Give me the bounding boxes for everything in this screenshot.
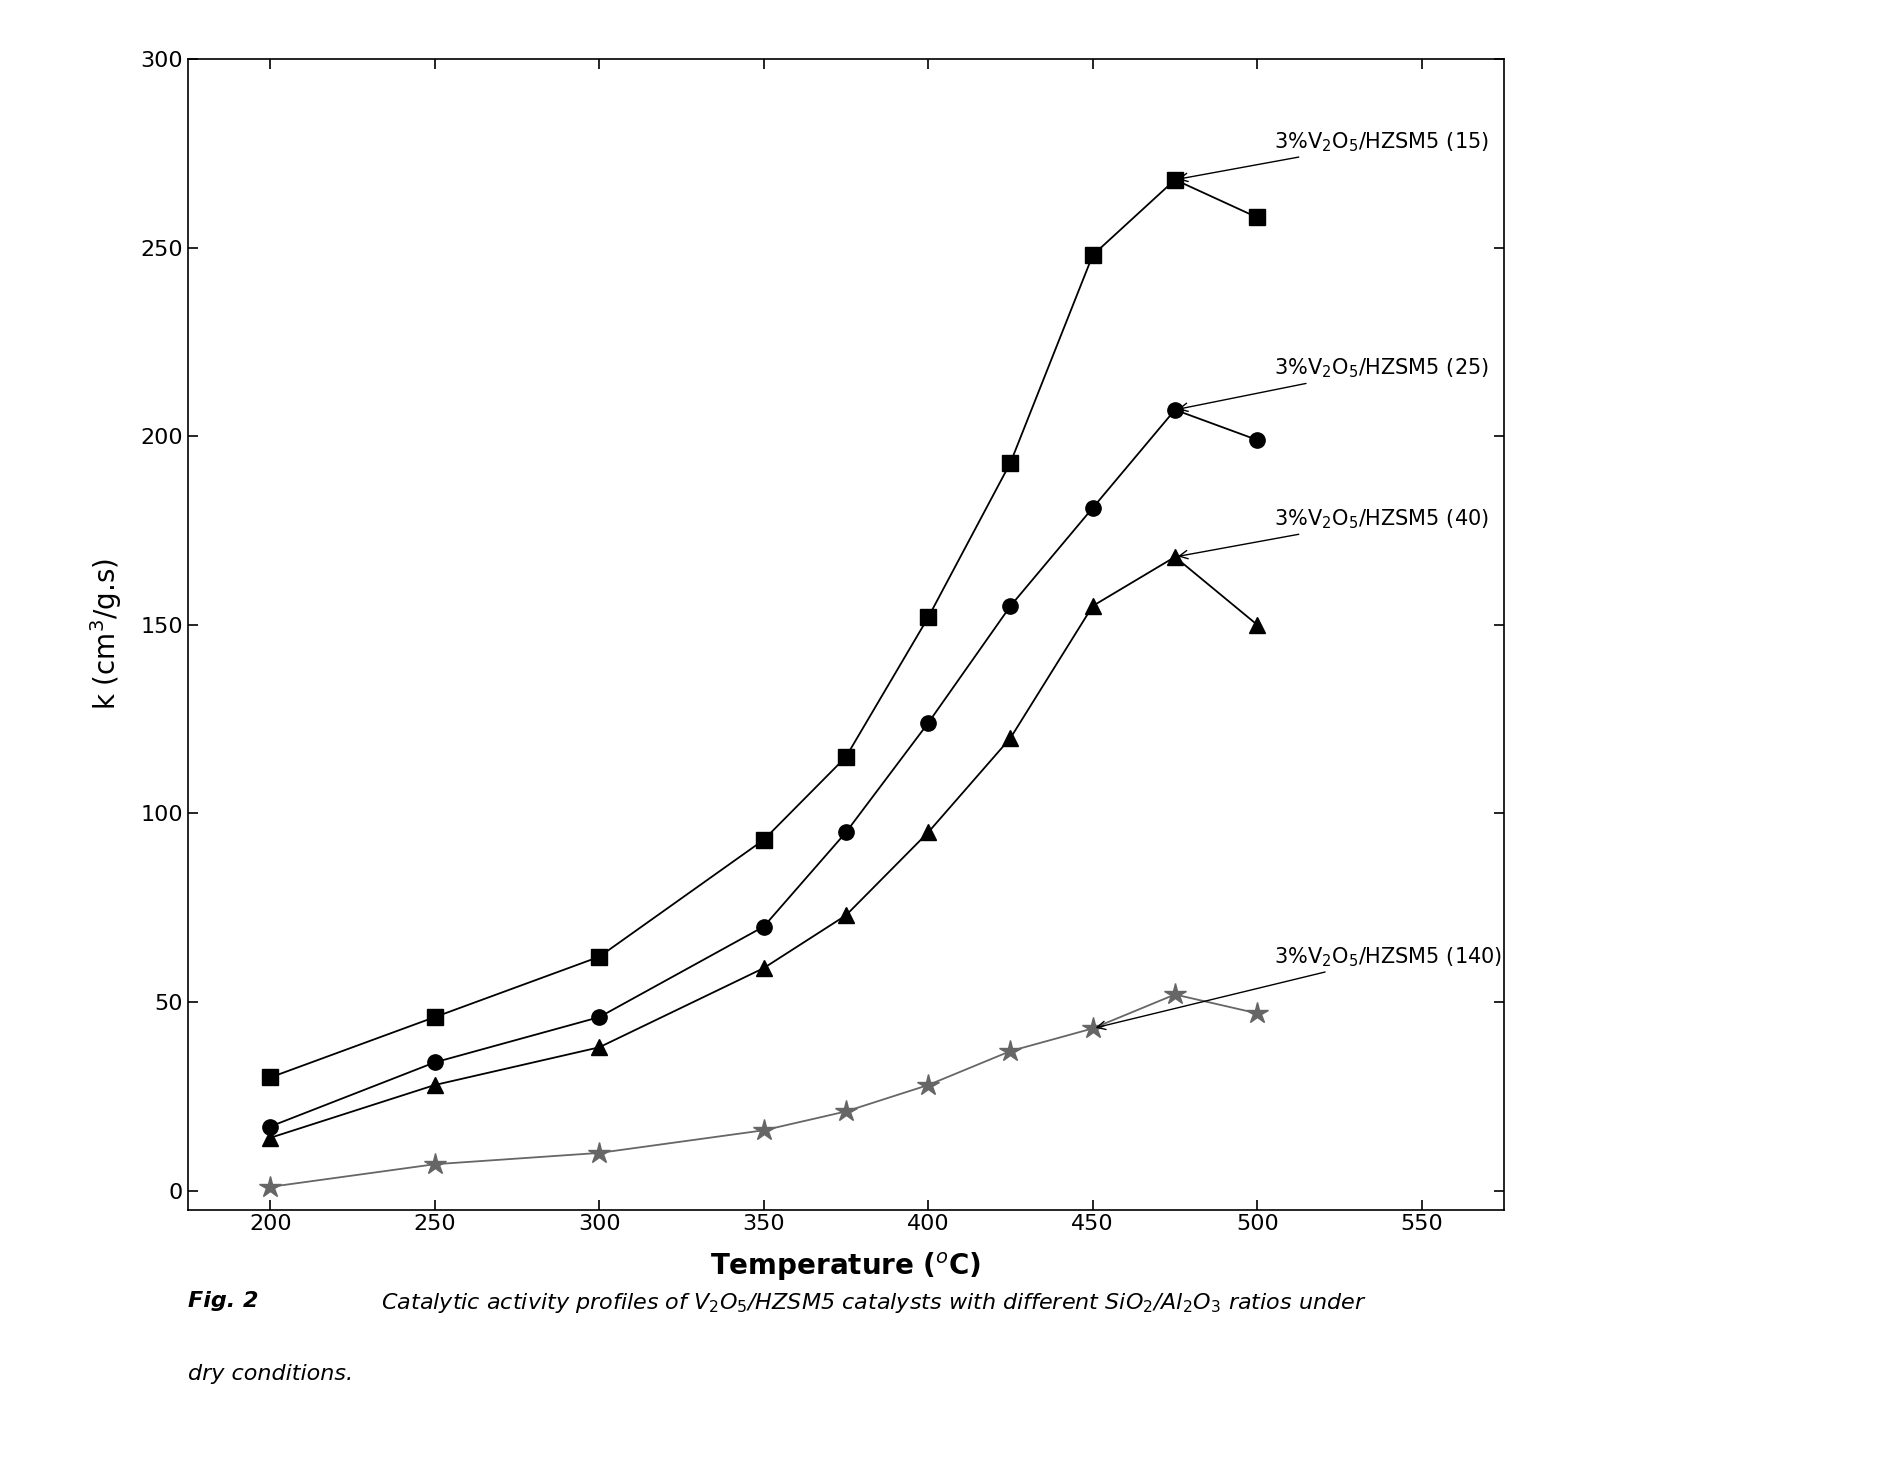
Text: 3%V$_2$O$_5$/HZSM5 (25): 3%V$_2$O$_5$/HZSM5 (25) [1179, 357, 1489, 412]
Text: dry conditions.: dry conditions. [188, 1364, 353, 1385]
Text: 3%V$_2$O$_5$/HZSM5 (140): 3%V$_2$O$_5$/HZSM5 (140) [1096, 945, 1502, 1030]
Text: 3%V$_2$O$_5$/HZSM5 (15): 3%V$_2$O$_5$/HZSM5 (15) [1179, 130, 1489, 181]
Y-axis label: k (cm$^3$/g.s): k (cm$^3$/g.s) [88, 558, 124, 711]
Text: Fig. 2: Fig. 2 [188, 1291, 259, 1311]
X-axis label: Temperature ($^{o}$C): Temperature ($^{o}$C) [711, 1251, 981, 1283]
Text: Catalytic activity profiles of V$_2$O$_5$/HZSM5 catalysts with different SiO$_2$: Catalytic activity profiles of V$_2$O$_5… [367, 1291, 1367, 1314]
Text: 3%V$_2$O$_5$/HZSM5 (40): 3%V$_2$O$_5$/HZSM5 (40) [1179, 507, 1489, 559]
